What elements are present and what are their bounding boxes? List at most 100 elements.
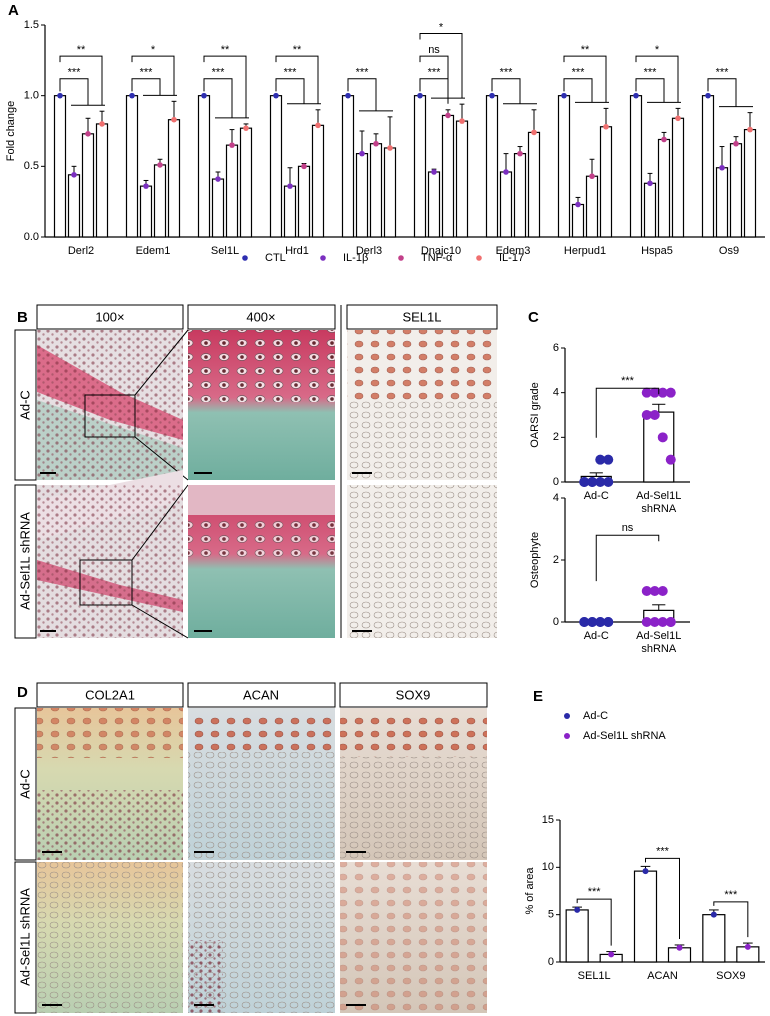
tissue	[188, 485, 335, 515]
mean-dot	[431, 169, 437, 175]
row-label: Ad-Sel1L shRNA	[17, 512, 32, 610]
significance: ***	[428, 67, 442, 79]
data-point	[595, 617, 606, 627]
bar	[225, 144, 239, 238]
bar	[67, 174, 81, 238]
texture	[188, 515, 335, 560]
panel-label: E	[533, 688, 543, 705]
bar	[671, 117, 685, 238]
significance: **	[293, 44, 302, 56]
significance: ***	[500, 67, 514, 79]
x-tick-label: Derl3	[356, 245, 382, 257]
mean-dot	[171, 116, 177, 123]
bar	[633, 870, 658, 963]
significance-bracket	[707, 78, 753, 108]
bar	[455, 120, 469, 238]
significance: **	[77, 44, 86, 56]
significance-bracket	[347, 78, 393, 112]
texture	[340, 757, 487, 860]
data-point	[587, 477, 598, 487]
data-point	[657, 432, 668, 443]
data-point	[665, 387, 676, 398]
bar	[197, 95, 211, 238]
significance-bracket	[203, 55, 247, 118]
mean-dot	[143, 183, 149, 189]
significance-bracket	[59, 55, 103, 106]
micrograph	[188, 330, 335, 480]
significance-bracket	[635, 55, 679, 103]
bar	[571, 203, 585, 238]
mean-dot	[589, 173, 595, 180]
row-box	[14, 484, 37, 639]
micrograph	[340, 862, 487, 1013]
data-point	[657, 617, 668, 627]
mean-dot	[345, 92, 351, 99]
bar	[427, 171, 441, 238]
data-point	[603, 454, 614, 465]
data-point	[665, 617, 676, 627]
y-tick-label: 4	[553, 492, 559, 504]
bar	[527, 131, 541, 238]
bar	[125, 95, 139, 238]
texture	[188, 752, 335, 860]
zoom-line	[131, 604, 189, 639]
texture	[340, 712, 487, 757]
mean-dot	[243, 125, 249, 131]
x-tick-label: Sel1L	[211, 245, 239, 257]
row-label: Ad-C	[17, 769, 32, 799]
legend-label: TNF-α	[421, 252, 453, 264]
legend-marker	[564, 733, 570, 739]
data-point	[595, 454, 606, 465]
header-box	[36, 682, 184, 708]
significance-bracket	[59, 78, 105, 106]
header-box	[346, 304, 498, 330]
mean-dot	[705, 92, 711, 99]
significance: ***	[716, 67, 730, 79]
significance: **	[581, 44, 590, 56]
bar	[643, 182, 657, 238]
significance-bracket	[563, 78, 609, 103]
y-tick-label: 2	[553, 554, 559, 566]
mean-dot	[459, 118, 465, 124]
data-point	[641, 410, 652, 420]
significance-bracket	[131, 78, 177, 96]
bar	[499, 171, 513, 238]
y-axis-label: Fold change	[5, 101, 17, 162]
mean-dot	[373, 140, 379, 147]
x-tick-label: Ad-C	[584, 490, 609, 502]
bar	[743, 128, 757, 238]
bar	[585, 175, 599, 238]
texture	[37, 862, 183, 1013]
data-point	[649, 387, 660, 398]
bar	[239, 127, 253, 238]
mean-dot	[747, 126, 753, 133]
texture	[188, 940, 223, 1013]
data-point	[603, 617, 614, 627]
row-box	[14, 329, 37, 481]
header-box	[36, 304, 184, 330]
y-axis-label: Osteophyte	[529, 532, 541, 588]
bar	[715, 167, 729, 238]
significance: ns	[428, 44, 440, 56]
row-label: Ad-Sel1L shRNA	[17, 888, 32, 986]
mean-dot	[387, 145, 393, 151]
significance-bracket	[419, 32, 463, 99]
significance-bracket	[595, 534, 660, 582]
bar	[95, 123, 109, 238]
micrograph	[37, 470, 189, 639]
data-point	[641, 387, 652, 398]
y-tick-label: 0	[548, 956, 554, 968]
x-tick-label: Ad-C	[584, 630, 609, 642]
bar	[729, 143, 743, 238]
micrograph	[347, 330, 497, 480]
bar	[629, 95, 643, 238]
bar	[513, 153, 527, 238]
mean-dot	[129, 92, 135, 99]
significance-bracket	[419, 78, 465, 99]
panel-label: A	[8, 2, 19, 19]
y-tick-label: 2	[553, 431, 559, 443]
x-tick-label: Derl2	[68, 245, 94, 257]
data-point	[579, 617, 590, 627]
significance-bracket	[203, 78, 249, 119]
significance-bracket	[563, 55, 607, 103]
